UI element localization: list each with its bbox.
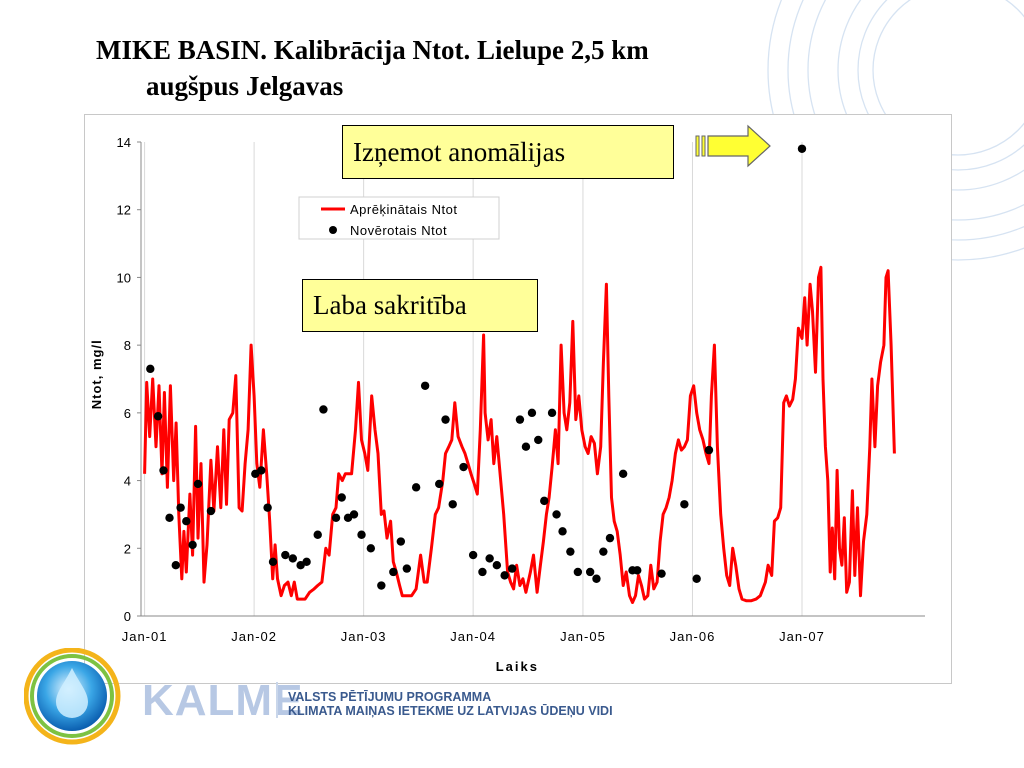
x-axis-label: Laiks [496,659,539,674]
y-tick-label: 0 [124,609,131,624]
observed-ntot-point [171,561,181,570]
observed-ntot-point [448,500,457,509]
chart-container: Jan-01 Jan-02 Jan-03 Jan-04 Jan-05 Jan-06 Jan-… [84,114,952,684]
observed-ntot-point [281,550,290,560]
observed-ntot-point [573,567,583,577]
callout-good-fit-text: Laba sakritība [313,290,467,320]
observed-ntot-point [527,408,537,418]
y-tick-label: 6 [124,406,131,421]
logo-text: KALME [142,676,304,725]
observed-ntot-point [492,561,502,570]
y-tick-label: 10 [117,270,131,285]
x-tick-label: Jan-01 [122,629,168,644]
legend-item-calculated: Aprēķinātais Ntot [350,202,458,217]
observed-ntot-point [540,496,549,506]
observed-ntot-point [585,567,595,577]
observed-ntot-point [704,445,714,455]
program-line2: KLIMATA MAIŅAS IETEKME UZ LATVIJAS ŪDEŅU… [288,704,613,718]
legend-item-observed: Novērotais Ntot [350,223,447,238]
y-tick-label: 12 [117,203,131,218]
observed-ntot-point [605,533,615,543]
x-tick-label: Jan-02 [231,629,277,644]
observed-ntot-point [558,527,567,536]
observed-ntot-point [159,466,168,475]
chart-legend: Aprēķinātais Ntot Novērotais Ntot [298,196,500,240]
observed-ntot-point [618,469,628,478]
program-name: VALSTS PĒTĪJUMU PROGRAMMA KLIMATA MAIŅAS… [288,690,613,718]
x-tick-label: Jan-06 [670,629,716,644]
observed-ntot-point [566,547,575,556]
observed-ntot-point [302,557,311,567]
observed-ntot-point [420,381,430,390]
x-tick-label: Jan-04 [450,629,496,644]
observed-ntot-point [485,554,494,563]
slide-title: MIKE BASIN. Kalibrācija Ntot. Lielupe 2,… [96,32,816,104]
observed-ntot-point [377,581,386,590]
observed-ntot-point [349,510,359,519]
kalme-drop-logo-icon [24,648,121,745]
observed-ntot-point [411,483,421,492]
callout-good-fit: Laba sakritība [302,279,538,332]
observed-ntot-point [459,462,468,472]
observed-ntot-point [188,540,197,550]
observed-ntot-point [206,506,216,516]
observed-ntot-point [389,567,398,577]
observed-ntot-point [657,569,666,578]
observed-ntot-point [319,405,328,414]
observed-ntot-point [146,364,155,374]
calculated-ntot-line [143,265,896,604]
observed-ntot-point [402,564,412,573]
callout-anomalies-text: Izņemot anomālijas [353,136,566,167]
callout-anomalies: Izņemot anomālijas [342,125,674,179]
observed-ntot-point [547,408,557,418]
y-tick-label: 4 [124,474,131,489]
arrow-right-icon [695,124,771,168]
y-axis-label: Ntot, mg/l [89,339,104,409]
observed-ntot-point [552,510,561,519]
observed-ntot-point [357,530,366,539]
x-tick-label: Jan-07 [779,629,825,644]
observed-ntot-point [176,503,185,512]
observed-ntot-point [633,566,642,575]
observed-ntot-point [257,466,266,475]
observed-ntot-point [680,500,689,509]
observed-ntot-point [331,513,341,523]
program-line1: VALSTS PĒTĪJUMU PROGRAMMA [288,690,492,704]
observed-ntot-point [153,412,163,421]
observed-ntot-point [515,415,525,424]
observed-ntot-point [592,574,601,583]
y-tick-label: 8 [124,338,131,353]
observed-ntot-point [396,537,406,546]
observed-ntot-point [337,493,346,502]
observed-ntot-point [500,571,509,580]
y-tick-label: 2 [124,541,131,556]
x-tick-label: Jan-03 [341,629,387,644]
slide-title-line2: augšpus Jelgavas [146,71,344,101]
legend-dot-swatch [329,226,337,234]
observed-ntot-point [165,513,174,523]
ntot-chart: Jan-01 Jan-02 Jan-03 Jan-04 Jan-05 Jan-06 Jan-… [89,135,925,674]
observed-ntot-point [193,479,203,489]
observed-ntot-point [435,479,444,489]
observed-ntot-point [182,517,191,526]
observed-ntot-point [288,554,298,563]
observed-ntot-point [692,574,701,583]
slide-title-line1: MIKE BASIN. Kalibrācija Ntot. Lielupe 2,… [96,35,649,65]
observed-ntot-point [468,550,478,560]
observed-ntot-point [313,530,322,539]
x-tick-label: Jan-05 [560,629,606,644]
observed-ntot-point [441,415,450,424]
logo-separator [276,682,278,718]
y-tick-label: 14 [117,135,131,150]
observed-ntot-point [478,567,487,577]
observed-ntot-point [366,544,376,553]
observed-ntot-point [534,435,543,445]
observed-ntot-point [521,442,531,451]
observed-ntot-point [599,547,608,556]
observed-ntot-point [507,564,517,573]
observed-ntot-point [263,503,272,512]
observed-ntot-point [268,557,278,567]
observed-ntot-point [797,144,807,153]
